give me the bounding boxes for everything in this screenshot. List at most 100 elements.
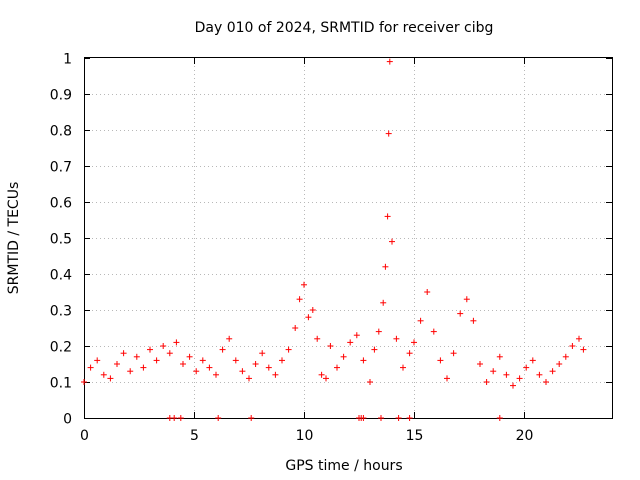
data-point xyxy=(529,357,536,364)
data-point xyxy=(265,364,272,371)
data-point xyxy=(562,353,569,360)
data-point xyxy=(417,317,424,324)
data-point xyxy=(107,375,114,382)
data-point xyxy=(430,328,437,335)
data-point xyxy=(166,350,173,357)
data-point xyxy=(385,130,392,137)
data-point xyxy=(569,343,576,349)
data-point xyxy=(371,346,378,353)
data-point xyxy=(259,350,266,357)
data-point xyxy=(386,58,393,65)
y-tick-label: 0.6 xyxy=(50,196,72,212)
data-point xyxy=(400,364,406,371)
baseline-marker xyxy=(177,415,184,421)
data-point xyxy=(424,289,431,295)
data-point xyxy=(437,357,444,364)
data-point xyxy=(367,379,373,385)
data-point xyxy=(186,353,193,360)
data-point xyxy=(380,299,387,306)
data-point xyxy=(318,371,325,378)
data-point xyxy=(360,357,367,364)
data-point xyxy=(180,361,186,367)
data-point xyxy=(193,368,200,375)
y-tick-label: 1 xyxy=(63,52,72,68)
data-point xyxy=(389,238,395,245)
data-point xyxy=(114,361,120,367)
x-tick-label: 5 xyxy=(190,428,199,444)
data-point xyxy=(301,281,307,288)
data-point xyxy=(556,361,563,367)
x-tick-label: 15 xyxy=(406,428,424,444)
data-point xyxy=(246,375,252,382)
data-point xyxy=(580,346,587,353)
data-point xyxy=(463,296,470,303)
baseline-marker xyxy=(171,415,178,421)
y-tick-label: 0.5 xyxy=(50,232,72,248)
baseline-marker xyxy=(496,415,503,421)
data-point xyxy=(133,353,140,360)
data-point xyxy=(523,364,530,371)
data-point xyxy=(490,368,497,375)
data-point xyxy=(239,368,246,375)
data-point xyxy=(153,357,160,364)
x-tick-label: 0 xyxy=(80,428,89,444)
data-point xyxy=(457,310,464,317)
y-tick-label: 0.4 xyxy=(50,268,72,284)
baseline-marker xyxy=(378,415,384,421)
data-point xyxy=(232,357,239,364)
data-point xyxy=(406,350,413,357)
data-point xyxy=(375,328,382,335)
tick-layer: 00.10.20.30.40.50.60.70.80.910 5 10 15 20 xyxy=(50,52,612,444)
data-point xyxy=(516,375,523,382)
data-point xyxy=(323,375,329,382)
data-point xyxy=(384,213,391,220)
data-point xyxy=(87,364,94,371)
data-point xyxy=(444,375,450,382)
data-point xyxy=(285,346,292,353)
y-tick-label: 0 xyxy=(63,412,72,428)
x-axis-label: GPS time / hours xyxy=(285,458,402,474)
y-tick-label: 0.3 xyxy=(50,304,72,320)
data-point xyxy=(576,335,582,342)
chart-title: Day 010 of 2024, SRMTID for receiver cib… xyxy=(195,20,494,36)
baseline-marker xyxy=(395,415,402,421)
y-tick-label: 0.1 xyxy=(50,376,72,392)
data-point xyxy=(206,364,213,371)
data-point xyxy=(272,371,279,378)
data-point xyxy=(305,314,312,321)
data-point xyxy=(334,364,340,371)
data-point xyxy=(411,339,417,346)
data-point xyxy=(393,335,400,342)
data-point xyxy=(549,368,556,375)
grid-layer xyxy=(84,58,612,418)
data-point xyxy=(536,371,543,378)
data-points xyxy=(81,58,587,421)
data-point xyxy=(503,371,510,378)
data-point xyxy=(199,357,206,364)
data-point xyxy=(127,368,134,375)
data-point xyxy=(173,339,180,346)
data-point xyxy=(292,325,299,331)
data-point xyxy=(477,361,483,367)
data-point xyxy=(314,335,321,342)
data-point xyxy=(160,343,167,349)
data-point xyxy=(94,357,101,364)
data-point xyxy=(353,332,360,339)
data-point xyxy=(340,353,347,360)
data-point xyxy=(296,296,303,303)
baseline-marker xyxy=(248,415,255,421)
data-point xyxy=(213,371,219,378)
data-point xyxy=(510,382,516,389)
data-point xyxy=(483,379,490,385)
data-point xyxy=(140,364,147,371)
data-point xyxy=(470,317,477,324)
data-point xyxy=(309,307,316,313)
data-point xyxy=(252,361,259,367)
y-tick-label: 0.8 xyxy=(50,124,72,140)
data-point xyxy=(279,357,285,364)
data-point xyxy=(81,379,87,385)
data-point xyxy=(226,335,233,342)
y-axis-label: SRMTID / TECUs xyxy=(6,182,22,295)
y-tick-label: 0.9 xyxy=(50,88,72,104)
